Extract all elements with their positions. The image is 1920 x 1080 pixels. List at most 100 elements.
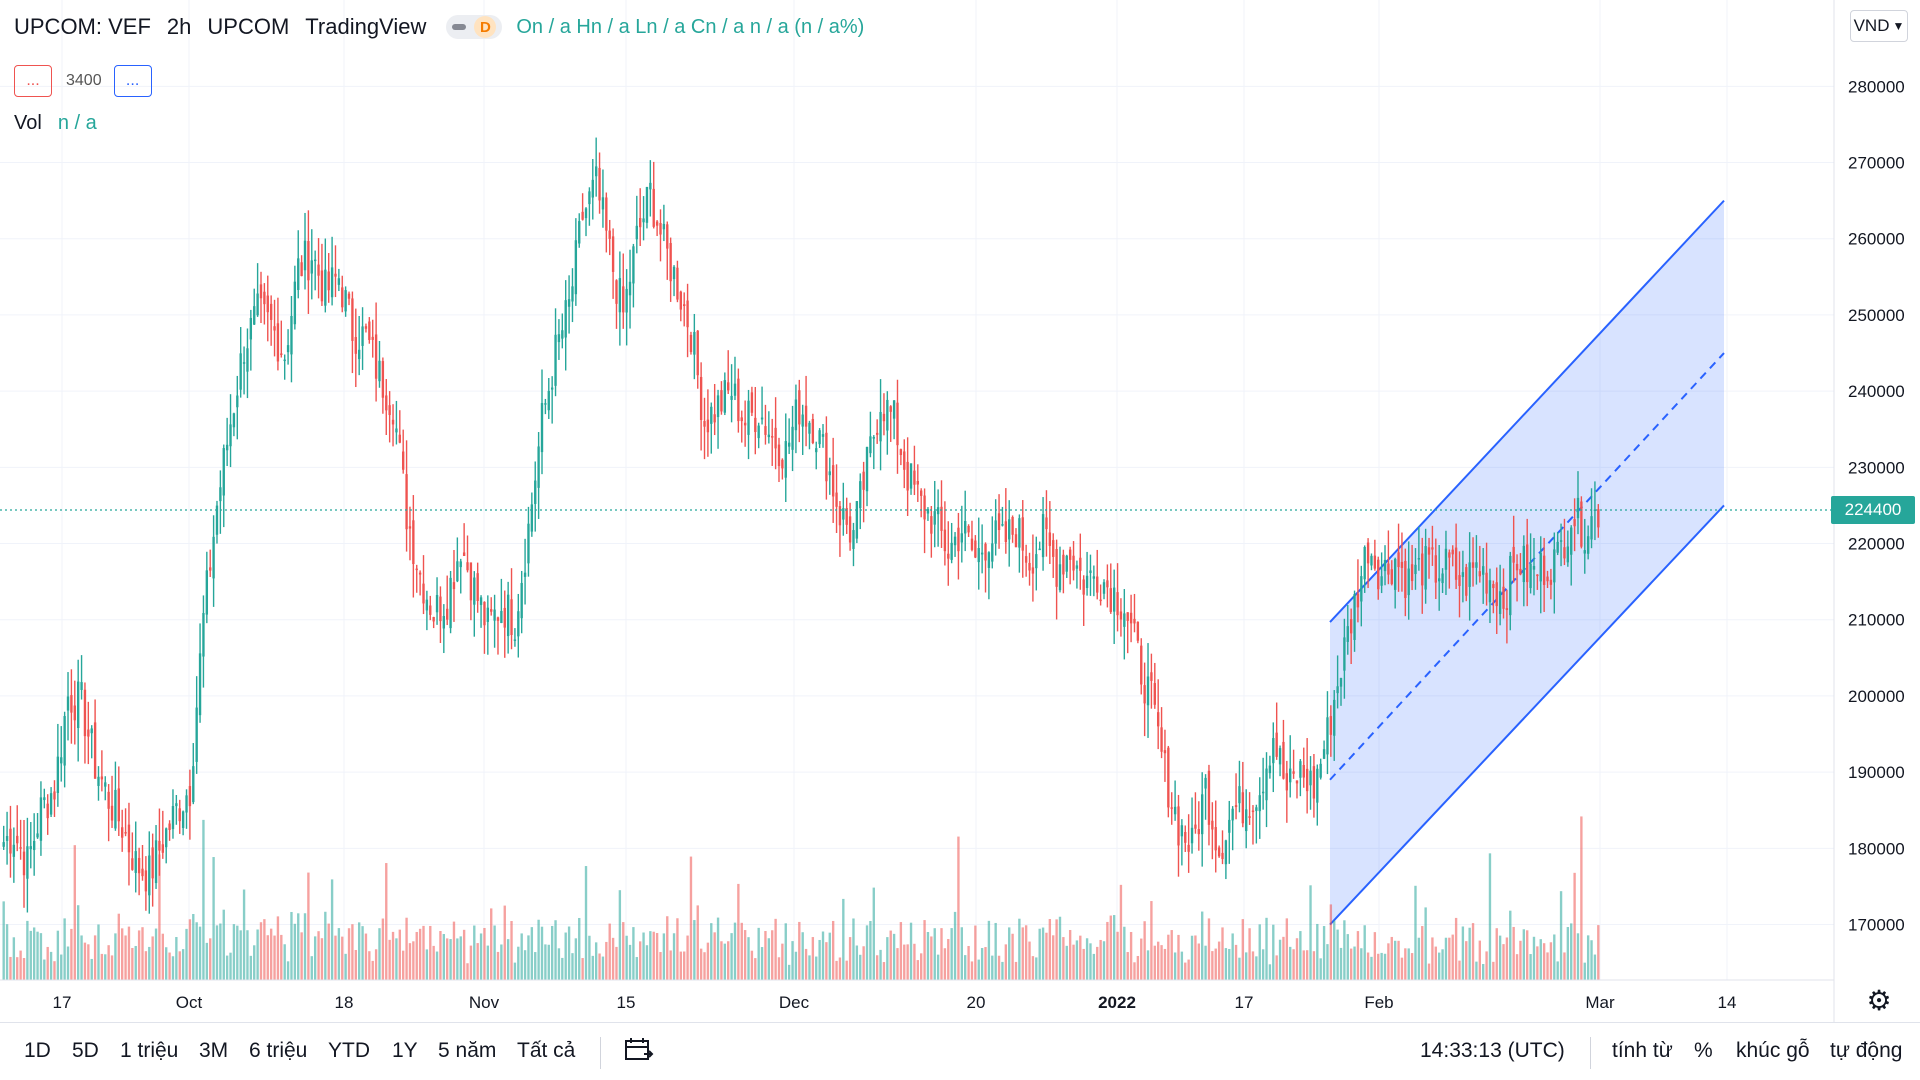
candle-body: [571, 286, 574, 302]
range-ytd[interactable]: YTD: [328, 1039, 370, 1062]
volume-bar: [1353, 946, 1356, 980]
candle-body: [12, 844, 16, 857]
candle-body: [1167, 747, 1170, 808]
symbol-title[interactable]: UPCOM: VEF: [14, 14, 151, 39]
volume-bar: [19, 950, 22, 980]
candle-body: [195, 707, 198, 762]
volume-bar: [1349, 948, 1353, 980]
volume-bar: [107, 945, 110, 980]
candle-body: [1272, 738, 1275, 764]
channel-middle-line[interactable]: [1329, 352, 1725, 781]
toolbar-separator: [600, 1037, 601, 1069]
channel-upper-line[interactable]: [1329, 199, 1725, 623]
candle-body: [1065, 555, 1068, 572]
volume-bar: [418, 928, 422, 980]
volume-bar: [950, 928, 953, 980]
volume-bar: [466, 963, 469, 980]
candle-body: [1092, 576, 1096, 579]
range-5y[interactable]: 5 năm: [438, 1039, 497, 1062]
candle-body: [432, 617, 435, 622]
volume-bar: [940, 928, 943, 980]
interval-label[interactable]: 2h: [166, 14, 192, 39]
time-axis[interactable]: 17 Oct 18 Nov 15 Dec 20 2022 17 Feb Mar 14: [53, 993, 1737, 1012]
volume-bar: [1532, 936, 1536, 980]
candle-body: [1515, 563, 1519, 571]
candle-body: [39, 797, 43, 841]
candle-body: [161, 844, 165, 853]
volume-bar: [838, 957, 842, 980]
candle-body: [1397, 552, 1400, 568]
option-percent[interactable]: %: [1694, 1039, 1713, 1062]
candle-body: [672, 266, 676, 280]
candle-body: [300, 262, 303, 277]
calendar-icon[interactable]: [624, 1037, 654, 1069]
candle-body: [936, 507, 940, 515]
volume-bar: [293, 923, 297, 980]
volume-bar: [1018, 918, 1021, 980]
volume-bar: [402, 950, 405, 980]
volume-bar: [1140, 938, 1143, 980]
candle-body: [1366, 542, 1370, 564]
volume-bar: [970, 961, 974, 980]
candle-body: [1038, 548, 1041, 551]
candle-body: [787, 442, 791, 447]
candle-body: [32, 840, 36, 851]
volume-bar: [26, 920, 29, 980]
range-1m[interactable]: 1 triệu: [120, 1039, 179, 1062]
candle-body: [175, 803, 178, 807]
volume-bar: [815, 956, 818, 980]
range-5d[interactable]: 5D: [72, 1039, 99, 1062]
indicator-right-button[interactable]: ...: [113, 65, 152, 97]
candle-body: [459, 561, 462, 568]
candle-body: [1211, 820, 1214, 830]
volume-bar: [1390, 936, 1393, 980]
volume-bar: [875, 955, 879, 980]
candle-body: [1248, 816, 1251, 818]
candle-body: [1265, 768, 1268, 801]
option-auto[interactable]: tự động: [1830, 1039, 1903, 1062]
clock-time[interactable]: 14:33:13 (UTC): [1420, 1039, 1565, 1062]
candle-body: [1204, 777, 1207, 789]
candle-body: [703, 421, 706, 427]
range-all[interactable]: Tất cả: [517, 1039, 576, 1062]
volume-bar: [337, 928, 341, 980]
volume-bar: [1136, 955, 1140, 980]
candle-body: [1360, 576, 1363, 602]
candle-body: [1146, 676, 1150, 706]
range-1y[interactable]: 1Y: [392, 1039, 418, 1062]
candle-body: [503, 607, 506, 628]
channel-lower-line[interactable]: [1329, 504, 1725, 926]
candle-body: [486, 607, 490, 622]
volume-bar: [469, 945, 473, 980]
candle-body: [1289, 768, 1292, 783]
volume-bar: [760, 947, 764, 980]
option-percent-from[interactable]: tính từ: [1612, 1039, 1673, 1062]
range-6m[interactable]: 6 triệu: [249, 1039, 308, 1062]
volume-bar: [63, 918, 66, 980]
price-axis[interactable]: 280000 270000 260000 250000 240000 230000 2200…: [1848, 77, 1905, 934]
candle-body: [1031, 567, 1035, 574]
volume-bar: [1045, 932, 1048, 980]
candle-body: [757, 425, 760, 439]
volume-bar: [1451, 934, 1454, 980]
range-1d[interactable]: 1D: [24, 1039, 51, 1062]
candle-body: [134, 851, 137, 873]
gear-icon[interactable]: ⚙: [1866, 985, 1892, 1016]
candle-body: [1326, 717, 1329, 755]
market-status-pill[interactable]: D: [446, 15, 503, 39]
volume-label: Vol: [14, 112, 42, 134]
candle-body: [425, 599, 429, 611]
indicator-left-button[interactable]: ...: [14, 65, 52, 97]
candle-body: [1586, 536, 1590, 554]
candle-body: [327, 271, 330, 291]
range-3m[interactable]: 3M: [199, 1039, 229, 1062]
currency-selector[interactable]: VND ▼: [1850, 10, 1908, 42]
candle-body: [290, 315, 293, 355]
candle-body: [1255, 807, 1258, 811]
candle-body: [1011, 517, 1014, 535]
candle-body: [540, 403, 544, 453]
volume-bar: [649, 931, 652, 980]
volume-bar: [1593, 954, 1597, 980]
option-log[interactable]: khúc gỗ: [1736, 1039, 1810, 1062]
price-chart[interactable]: 280000 270000 260000 250000 240000 230000 2200…: [0, 0, 1920, 1022]
